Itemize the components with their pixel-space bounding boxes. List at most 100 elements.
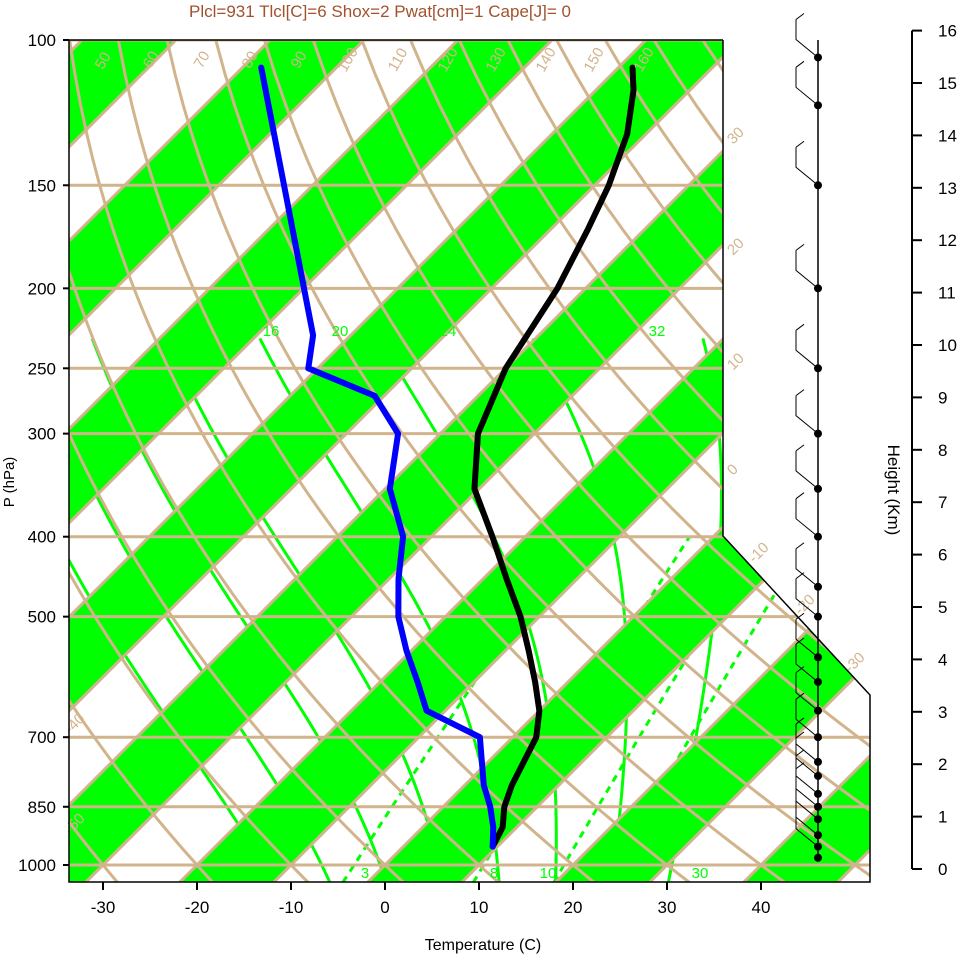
temperature-line <box>471 64 637 850</box>
y-tick-label: 1000 <box>18 856 56 875</box>
sounding-series <box>258 64 637 850</box>
isotherm-band-label: 0 <box>724 461 742 479</box>
wind-barb <box>795 643 819 683</box>
isotherm-line <box>69 40 460 882</box>
moist-adiabat-line <box>666 338 724 882</box>
wind-barb-flag <box>795 572 805 580</box>
wind-barb <box>795 797 819 836</box>
dry-adiabat-line <box>263 40 870 882</box>
wind-barb <box>795 250 819 289</box>
wind-barb-flag <box>795 323 805 331</box>
isotherm-band-label: 20 <box>724 235 748 259</box>
wind-barb-flag <box>795 60 805 68</box>
dry-adiabat-label: 50 <box>92 49 115 72</box>
dry-adiabat-line <box>409 40 870 882</box>
isotherm-line <box>178 40 870 882</box>
height-tick-label: 13 <box>938 179 957 198</box>
wind-barb <box>795 330 819 369</box>
y-tick-label: 400 <box>28 528 56 547</box>
mixing-ratio-label: 30 <box>692 865 709 882</box>
height-tick-label: 3 <box>938 703 947 722</box>
moist-adiabat-line <box>69 338 275 882</box>
wind-barb-flag <box>795 243 805 251</box>
isotherm-line <box>69 40 742 882</box>
chart-title: Plcl=931 Tlcl[C]=6 Shox=2 Pwat[cm]=1 Cap… <box>189 2 571 21</box>
dry-adiabat-line <box>214 40 870 882</box>
x-tick-label: 30 <box>658 898 677 917</box>
isotherm-line <box>69 40 554 882</box>
isotherm-band <box>69 40 552 882</box>
height-tick-label: 2 <box>938 755 947 774</box>
wind-barb <box>795 498 819 538</box>
x-tick-label: 20 <box>564 898 583 917</box>
dry-adiabat-line <box>69 40 596 882</box>
moist-adiabat-line <box>531 337 629 882</box>
dry-adiabat-line <box>69 40 119 882</box>
wind-barb <box>795 395 819 435</box>
wind-barb <box>795 450 819 490</box>
y-tick-label: 200 <box>28 279 56 298</box>
height-tick-label: 1 <box>938 808 947 827</box>
wind-barb <box>795 755 819 795</box>
isotherm-line <box>648 40 870 882</box>
wind-barb-flag <box>795 637 805 645</box>
dewpoint-line <box>258 64 497 850</box>
x-tick-label: -20 <box>185 898 210 917</box>
moist-adiabat-label: 24 <box>440 323 457 340</box>
mixing-ratio-label: 3 <box>361 865 369 882</box>
moist-adiabat-label: 16 <box>263 323 280 340</box>
isotherm-line <box>69 40 836 882</box>
dry-adiabat-label: 70 <box>191 48 214 71</box>
isotherm-line <box>272 40 870 882</box>
temperature-axis: -30 -20 -10 0 10 20 30 40 <box>91 882 771 917</box>
height-tick-label: 5 <box>938 598 947 617</box>
wind-barb <box>795 67 819 106</box>
wind-barb <box>795 548 819 588</box>
dry-adiabat-line <box>798 40 870 882</box>
isotherm-line <box>69 40 272 882</box>
isotherm-band-label: 10 <box>724 350 748 374</box>
dry-adiabat-line <box>116 40 691 882</box>
height-tick-label: 8 <box>938 441 947 460</box>
y-tick-label: 300 <box>28 425 56 444</box>
y-tick-label: 100 <box>28 31 56 50</box>
y-tick-label: 250 <box>28 359 56 378</box>
y-axis-title: P (hPa) <box>1 457 18 508</box>
wind-barb <box>795 19 819 58</box>
height-tick-label: 11 <box>938 284 956 303</box>
x-tick-label: 40 <box>752 898 771 917</box>
height-tick-label: 16 <box>938 22 957 41</box>
wind-barb <box>795 672 819 712</box>
isotherm-line <box>69 40 366 882</box>
x-tick-label: 0 <box>380 898 389 917</box>
dry-adiabat-label: 60 <box>140 48 163 71</box>
height-tick-label: 14 <box>938 126 957 145</box>
height-axis-title: Height (Km) <box>884 445 903 536</box>
height-tick-label: 0 <box>938 860 947 879</box>
isotherm-band <box>555 40 870 882</box>
isotherm-line <box>554 40 870 882</box>
y-tick-label: 850 <box>28 798 56 817</box>
isotherm-band <box>69 40 740 882</box>
moist-adiabat-label: 32 <box>649 323 666 340</box>
pressure-axis: 100 150 200 250 300 400 500 700 850 1000 <box>18 31 69 875</box>
wind-barb-flag <box>795 389 805 397</box>
wind-barb-flag <box>795 542 805 550</box>
wind-barb-flag <box>795 444 805 452</box>
moist-adiabat-line <box>69 337 332 882</box>
wind-profile <box>795 13 822 862</box>
wind-barb <box>795 619 819 658</box>
y-tick-label: 500 <box>28 608 56 627</box>
height-tick-label: 12 <box>938 231 957 250</box>
isotherm-band <box>69 40 870 882</box>
height-tick-label: 4 <box>938 650 947 669</box>
height-tick-label: 6 <box>938 546 947 565</box>
mixing-ratio-line <box>341 535 574 882</box>
y-tick-label: 700 <box>28 728 56 747</box>
isotherm-band-label: -40 <box>61 710 88 737</box>
mixing-ratio-label: 8 <box>490 865 498 882</box>
x-tick-label: 10 <box>470 898 489 917</box>
moist-adiabat-line <box>90 337 388 882</box>
